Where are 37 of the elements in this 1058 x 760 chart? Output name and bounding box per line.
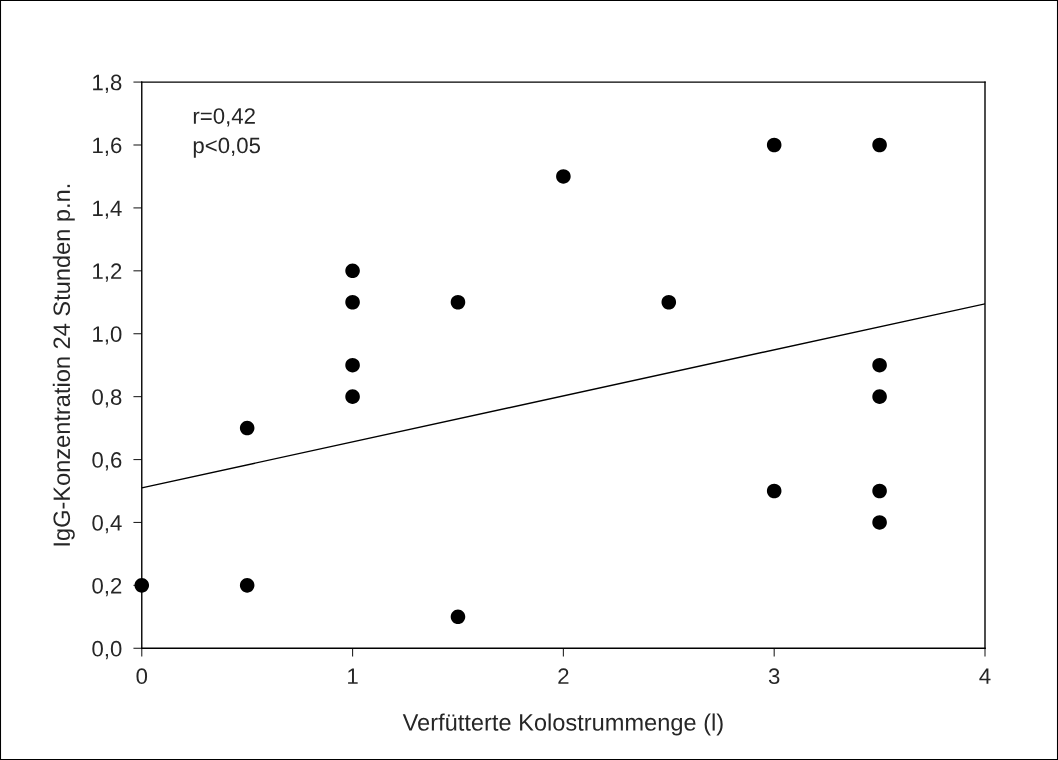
point: [872, 483, 887, 499]
point: [556, 169, 571, 184]
point: [345, 294, 360, 310]
x-tick-label: 1: [348, 668, 358, 684]
point: [345, 389, 360, 404]
x-tick-label: 3: [768, 668, 780, 685]
point: [134, 578, 150, 593]
annotation: r=0,42: [193, 108, 255, 127]
point: [239, 578, 255, 593]
y-tick-label: 0,2: [92, 577, 122, 597]
x-tick-label: 0: [136, 668, 148, 685]
x-tick-label: 4: [979, 668, 991, 684]
point: [872, 137, 887, 153]
point: [766, 137, 782, 153]
y-tick-label: 1,8: [93, 74, 122, 93]
point: [872, 515, 887, 530]
annotation: p<0,05: [193, 137, 261, 158]
y-tick-label: 0,8: [92, 389, 122, 408]
point: [345, 263, 360, 279]
y-tick-label: 0,4: [92, 514, 122, 534]
x-tick-label: 2: [558, 668, 569, 684]
y-tick-label: 0,6: [92, 452, 122, 471]
y-tick-label: 1,4: [93, 200, 122, 219]
point: [450, 609, 466, 625]
point: [239, 420, 255, 436]
y-tick-label: 1,2: [93, 263, 122, 282]
y-tick-label: 1,0: [93, 326, 122, 345]
x-axis-title: Verfütterte Kolostrummenge (l): [402, 713, 723, 736]
y-tick-label: 1,6: [93, 137, 122, 156]
point: [766, 483, 782, 499]
y-tick-label: 0,0: [92, 640, 122, 660]
point: [872, 357, 887, 373]
point: [872, 389, 887, 404]
point: [450, 294, 466, 310]
point: [345, 357, 360, 373]
point: [661, 294, 677, 310]
y-axis-title: IgG-Konzentration 24 Stunden p.n.: [52, 184, 75, 546]
